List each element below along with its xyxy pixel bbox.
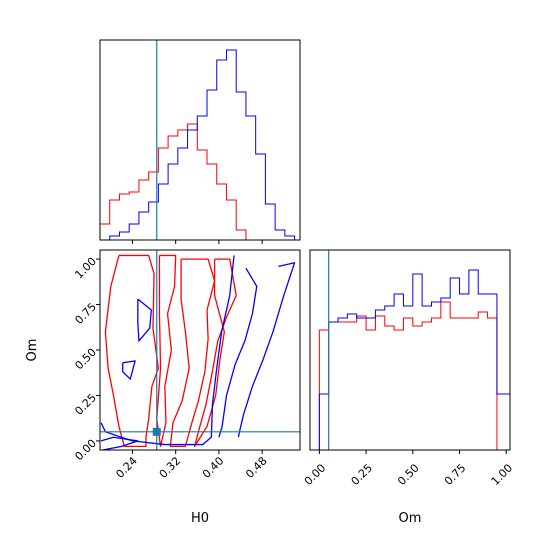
om-ytick-label: 0.50	[72, 346, 99, 373]
contour-series-1-level-1	[218, 267, 258, 438]
axes-frame	[99, 249, 301, 451]
om-ytick-label: 0.00	[72, 437, 99, 464]
contour-series-1-level-5	[100, 436, 139, 450]
h0-xtick-label: 0.32	[157, 454, 184, 481]
om-histogram-xtick-label: 0.25	[349, 461, 376, 488]
om-histogram-xtick-label: 0.00	[302, 461, 329, 488]
contour-panel	[99, 249, 301, 451]
om-ytick-label: 0.75	[72, 300, 99, 327]
om-axis-label: Om	[399, 511, 422, 526]
histogram-series-1	[100, 49, 300, 240]
histogram-series-1	[310, 269, 510, 450]
h0-xtick-label: 0.40	[200, 454, 227, 481]
contour-series-0-level-1	[156, 254, 177, 448]
h0-xtick-label: 0.48	[243, 454, 270, 481]
h0-histogram	[99, 39, 301, 241]
h0-xtick-label: 0.24	[113, 454, 140, 481]
om-ytick-label: 1.00	[72, 255, 99, 282]
contour-series-1-level-2	[237, 262, 296, 438]
h0-axis-label: H0	[191, 511, 209, 526]
om-histogram-xtick-label: 1.00	[489, 461, 516, 488]
contour-series-1-level-4	[122, 360, 136, 380]
om-y-axis-label: Om	[25, 339, 40, 362]
truth-marker	[152, 427, 161, 436]
histogram-series-0	[310, 301, 510, 450]
axes-frame	[309, 249, 511, 451]
contour-series-0-level-0	[104, 254, 160, 448]
om-histogram-xtick-label: 0.75	[442, 461, 469, 488]
axes-frame	[99, 39, 301, 241]
om-ytick-label: 0.25	[72, 391, 99, 418]
histogram-series-0	[100, 123, 300, 240]
contour-series-1-level-0	[100, 255, 235, 446]
om-histogram-xtick-label: 0.50	[395, 461, 422, 488]
contour-series-1-level-3	[137, 298, 153, 342]
om-histogram	[309, 249, 511, 451]
contour-series-0-level-2	[169, 258, 216, 448]
